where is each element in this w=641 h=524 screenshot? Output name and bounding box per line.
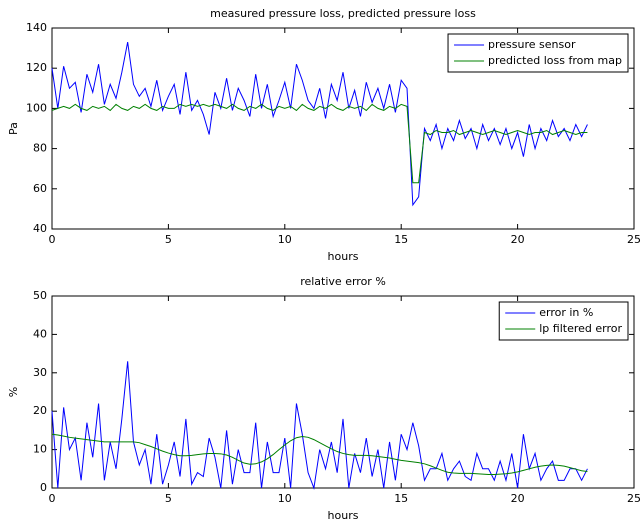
y-tick-label: 40 (33, 222, 47, 235)
data-line (51, 41, 588, 207)
y-tick-label: 20 (33, 404, 47, 417)
data-line (51, 361, 588, 490)
y-tick-label: 0 (40, 481, 47, 494)
x-tick-label: 20 (511, 233, 525, 246)
x-tick-label: 10 (278, 233, 292, 246)
x-tick-label: 25 (627, 492, 641, 505)
chart-title: measured pressure loss, predicted pressu… (210, 7, 476, 20)
x-tick-label: 25 (627, 233, 641, 246)
y-tick-label: 60 (33, 182, 47, 195)
legend: pressure sensor predicted loss from map (447, 33, 629, 73)
chart-title: relative error % (300, 275, 386, 288)
legend-box (447, 33, 629, 73)
legend-box (498, 301, 629, 341)
x-axis-label: hours (328, 250, 359, 263)
legend-label: error in % (539, 306, 593, 319)
data-line (51, 103, 588, 184)
y-tick-label: 30 (33, 366, 47, 379)
y-tick-label: 50 (33, 289, 47, 302)
x-tick-label: 5 (165, 233, 172, 246)
y-tick-label: 120 (26, 61, 47, 74)
legend-label: predicted loss from map (488, 54, 622, 67)
y-axis-label: Pa (7, 122, 20, 135)
x-tick-label: 5 (165, 492, 172, 505)
legend: error in % lp filtered error (498, 301, 629, 341)
y-tick-label: 100 (26, 101, 47, 114)
y-tick-label: 140 (26, 21, 47, 34)
data-line (51, 433, 588, 476)
legend-label: pressure sensor (488, 38, 576, 51)
x-tick-label: 20 (511, 492, 525, 505)
y-tick-label: 40 (33, 327, 47, 340)
y-axis-label: % (7, 387, 20, 397)
x-axis-label: hours (328, 509, 359, 520)
x-tick-label: 10 (278, 492, 292, 505)
subplot: relative error % hours% 0 5 10 15 20 25 0 10 20 30 4… (7, 275, 641, 522)
x-tick-label: 15 (394, 233, 408, 246)
x-tick-label: 0 (49, 492, 56, 505)
subplot: measured pressure loss, predicted pressu… (7, 7, 641, 263)
y-tick-label: 10 (33, 443, 47, 456)
y-tick-label: 80 (33, 142, 47, 155)
x-tick-label: 15 (394, 492, 408, 505)
legend-label: lp filtered error (539, 322, 622, 335)
x-tick-label: 0 (49, 233, 56, 246)
